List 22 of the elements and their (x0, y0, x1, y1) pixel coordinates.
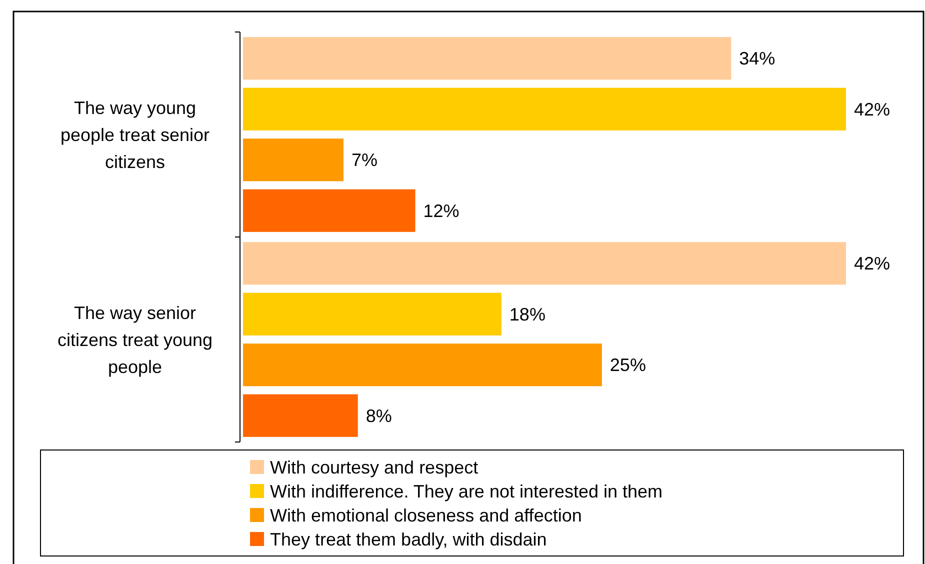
data-label: 7% (352, 150, 378, 170)
bar (243, 88, 846, 130)
legend-label: With emotional closeness and affection (270, 505, 582, 526)
y-tick-label: The way senior citizens treat young people (57, 302, 213, 377)
data-label: 42% (854, 254, 890, 274)
legend-label: They treat them badly, with disdain (270, 529, 547, 550)
bar (243, 292, 502, 336)
bar (243, 394, 358, 437)
data-label: 34% (739, 48, 776, 69)
bar (243, 242, 846, 285)
data-label: 25% (610, 355, 646, 376)
y-tick-label: The way young people treat senior citizens (60, 98, 210, 172)
data-label: 8% (366, 406, 392, 426)
data-label: 12% (423, 200, 460, 221)
data-label: 18% (509, 304, 546, 324)
bar (243, 344, 602, 386)
data-label: 42% (854, 99, 890, 120)
bar (243, 37, 732, 80)
bar (243, 189, 416, 232)
legend-label: With courtesy and respect (270, 457, 478, 478)
legend-label: With indifference. They are not interested in them (270, 481, 663, 502)
bar (243, 138, 344, 182)
